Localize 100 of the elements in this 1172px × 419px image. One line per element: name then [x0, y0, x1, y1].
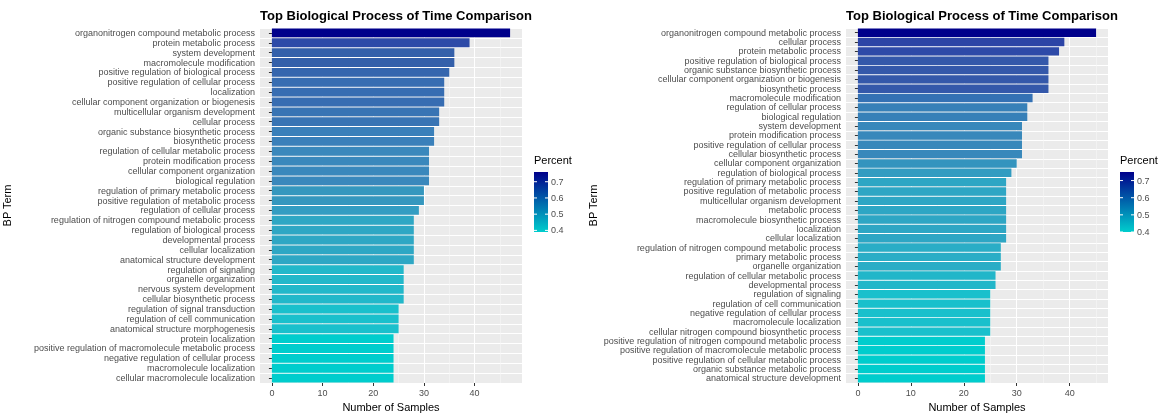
y-tick-label: protein localization	[180, 333, 255, 344]
y-tick-label: regulation of cellular metabolic process	[685, 270, 842, 281]
y-tick-label: organelle organization	[752, 261, 841, 272]
x-axis-title: Number of Samples	[342, 401, 441, 414]
color-bar-title: Percent	[1120, 153, 1158, 166]
x-tick-label: 0	[855, 387, 861, 398]
y-tick-label: positive regulation of cellular process	[107, 77, 256, 88]
y-tick-label: cellular component organization	[127, 165, 255, 176]
y-tick-label: cellular biosynthetic process	[142, 294, 256, 305]
y-tick-label: regulation of primary metabolic process	[97, 185, 256, 196]
y-tick-label: regulation of cell communication	[712, 298, 841, 309]
y-tick-label: anatomical structure development	[119, 254, 256, 265]
y-tick-label: organelle organization	[166, 274, 255, 285]
color-bar-label: 0.5	[551, 209, 564, 220]
y-tick-label: organic substance biosynthetic process	[683, 65, 842, 76]
y-tick-label: macromolecule modification	[729, 93, 841, 104]
color-bar-label: 0.6	[1137, 192, 1150, 203]
y-tick-label: organonitrogen compound metabolic process	[660, 27, 842, 38]
x-tick-label: 30	[418, 387, 429, 398]
y-tick-label: developmental process	[748, 279, 842, 290]
y-tick-label: biosynthetic process	[173, 136, 256, 147]
y-tick-label: regulation of signaling	[753, 289, 841, 300]
y-tick-label: protein metabolic process	[738, 46, 842, 57]
y-tick-label: protein modification process	[142, 156, 256, 167]
y-tick-label: regulation of cellular metabolic process	[99, 146, 256, 157]
y-tick-label: macromolecule biosynthetic process	[695, 214, 842, 225]
y-tick-label: localization	[210, 87, 255, 98]
y-tick-label: cellular nitrogen compound biosynthetic process	[648, 326, 842, 337]
y-tick-label: positive regulation of biological process	[684, 55, 842, 66]
bar	[271, 28, 511, 38]
y-tick-label: cellular component organization	[713, 158, 841, 169]
color-bar-title: Percent	[534, 153, 572, 166]
y-tick-label: cellular localization	[179, 244, 255, 255]
color-bar-label: 0.7	[1137, 175, 1150, 186]
color-bar-label: 0.7	[551, 176, 564, 187]
y-tick-label: cellular localization	[765, 233, 841, 244]
y-tick-label: positive regulation of nitrogen compound metabolic process	[603, 335, 842, 346]
y-tick-label: regulation of cellular process	[140, 205, 256, 216]
y-tick-label: system development	[758, 121, 842, 132]
y-tick-label: negative regulation of cellular process	[689, 307, 842, 318]
y-tick-label: cellular biosynthetic process	[728, 149, 842, 160]
x-tick-label: 40	[1064, 387, 1075, 398]
y-tick-label: cellular component organization or biogenesis	[71, 96, 256, 107]
bar	[857, 28, 1097, 37]
x-tick-label: 20	[958, 387, 969, 398]
color-bar-label: 0.4	[1137, 227, 1150, 237]
y-tick-label: nervous system development	[137, 284, 256, 295]
y-tick-label: cellular process	[778, 37, 842, 48]
x-tick-label: 0	[269, 387, 275, 398]
y-tick-label: developmental process	[162, 235, 256, 246]
color-bar-label: 0.4	[551, 225, 564, 236]
y-tick-label: positive regulation of cellular process	[693, 139, 842, 150]
x-tick-label: 10	[905, 387, 916, 398]
y-tick-label: macromolecule localization	[146, 363, 255, 374]
y-tick-label: regulation of signal transduction	[127, 304, 255, 315]
bar	[271, 38, 470, 48]
color-bar-label: 0.5	[1137, 209, 1150, 220]
y-tick-label: regulation of biological process	[717, 167, 842, 178]
y-axis-title: BP Term	[0, 184, 13, 227]
y-tick-label: multicellular organism development	[113, 106, 256, 117]
y-tick-label: regulation of biological process	[131, 225, 256, 236]
y-tick-label: cellular process	[192, 116, 256, 127]
y-tick-label: regulation of nitrogen compound metabolic process	[636, 242, 842, 253]
y-tick-label: organonitrogen compound metabolic process	[74, 27, 256, 38]
color-bar-label: 0.6	[551, 192, 564, 203]
y-tick-label: protein modification process	[728, 130, 842, 141]
y-tick-label: positive regulation of cellular metabolic process	[652, 354, 842, 365]
y-tick-label: regulation of signaling	[167, 264, 255, 275]
y-tick-label: metabolic process	[768, 205, 842, 216]
y-tick-label: biological regulation	[175, 175, 255, 186]
y-tick-label: system development	[172, 47, 256, 58]
y-tick-label: positive regulation of macromolecule metabolic process	[619, 345, 842, 356]
x-tick-label: 10	[317, 387, 328, 398]
y-tick-label: macromolecule localization	[732, 317, 841, 328]
y-tick-label: positive regulation of macromolecule metabolic process	[33, 343, 256, 354]
x-axis-title: Number of Samples	[928, 401, 1027, 414]
y-tick-label: anatomical structure morphogenesis	[109, 323, 256, 334]
y-tick-label: organic substance metabolic process	[692, 363, 842, 374]
x-tick-label: 40	[469, 387, 480, 398]
bar	[857, 93, 1033, 103]
y-tick-label: multicellular organism development	[699, 195, 842, 206]
y-tick-label: negative regulation of cellular process	[103, 353, 256, 364]
x-tick-label: 30	[1011, 387, 1022, 398]
chart-title: Top Biological Process of Time Comparison	[260, 8, 532, 23]
y-tick-label: biosynthetic process	[759, 83, 842, 94]
y-tick-label: protein metabolic process	[152, 37, 256, 48]
y-tick-label: cellular macromolecule localization	[115, 373, 255, 384]
y-tick-label: primary metabolic process	[735, 251, 842, 262]
y-tick-label: anatomical structure development	[705, 373, 842, 384]
y-tick-label: localization	[796, 223, 841, 234]
y-tick-label: positive regulation of metabolic process	[97, 195, 256, 206]
y-tick-label: positive regulation of biological process	[98, 67, 256, 78]
y-tick-label: biological regulation	[761, 111, 841, 122]
y-tick-label: regulation of cellular process	[726, 102, 842, 113]
x-tick-label: 20	[368, 387, 379, 398]
y-tick-label: regulation of cell communication	[126, 313, 255, 324]
y-tick-label: organic substance biosynthetic process	[97, 126, 256, 137]
y-axis-title: BP Term	[586, 184, 599, 227]
chart-title: Top Biological Process of Time Comparison	[846, 8, 1118, 23]
y-tick-label: macromolecule modification	[143, 57, 255, 68]
